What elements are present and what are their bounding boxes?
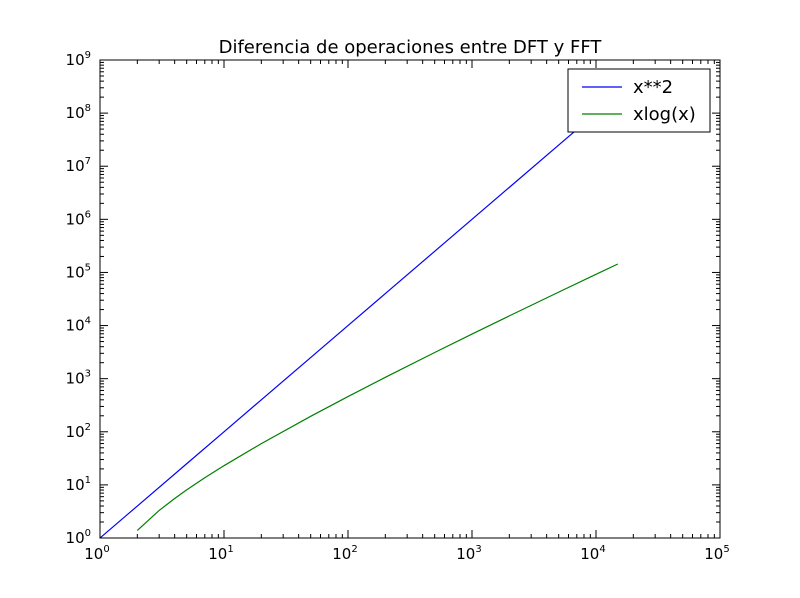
- tick-label: 105: [704, 544, 729, 563]
- tick-label: 104: [66, 316, 91, 335]
- tick-label: 106: [66, 209, 91, 228]
- legend-label: x**2: [633, 77, 673, 98]
- tick-label: 105: [66, 262, 91, 281]
- tick-label: 103: [456, 544, 481, 563]
- tick-label: 101: [208, 544, 233, 563]
- legend: x**2 xlog(x): [567, 68, 711, 133]
- plot-frame: [99, 59, 721, 539]
- tick-label: 102: [66, 422, 91, 441]
- tick-label: 104: [580, 544, 605, 563]
- legend-box: [567, 68, 711, 133]
- tick-label: 102: [332, 544, 357, 563]
- series-line-0: [100, 93, 619, 538]
- tick-label: 101: [66, 475, 91, 494]
- series-layer: [100, 93, 619, 538]
- tick-label: 100: [66, 528, 91, 547]
- tick-label: 109: [66, 50, 91, 69]
- series-line-1: [136, 263, 619, 531]
- tick-label: 108: [66, 103, 91, 122]
- tick-layer: 100 101 102 103 104 105 100 101 102 103 104 105 106 1…: [66, 50, 730, 563]
- legend-label: xlog(x): [633, 104, 696, 125]
- chart-title: Diferencia de operaciones entre DFT y FF…: [219, 37, 603, 58]
- tick-label: 100: [84, 544, 109, 563]
- tick-label: 107: [66, 156, 91, 175]
- tick-label: 103: [66, 369, 91, 388]
